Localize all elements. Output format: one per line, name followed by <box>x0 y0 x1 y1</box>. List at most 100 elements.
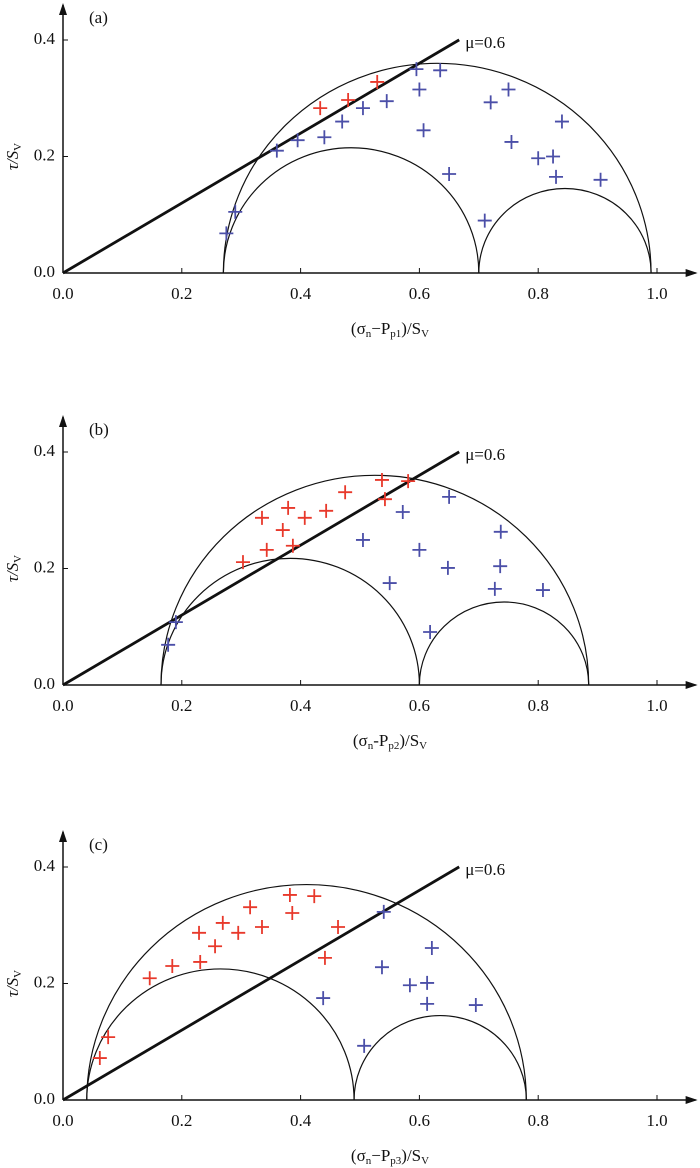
point <box>374 960 389 975</box>
point <box>215 915 230 930</box>
panel-label: (c) <box>89 835 108 854</box>
point <box>290 133 305 148</box>
point <box>412 542 427 557</box>
point <box>549 169 564 184</box>
point <box>192 925 207 940</box>
point <box>402 978 417 993</box>
friction-label-text: μ=0.6 <box>465 860 505 879</box>
point <box>101 1030 116 1045</box>
mohr-circle <box>86 968 355 1101</box>
x-axis-label-part: V <box>421 328 429 340</box>
point <box>416 123 431 138</box>
point <box>355 101 370 116</box>
point <box>243 900 258 915</box>
point <box>535 583 550 598</box>
point <box>487 581 502 596</box>
x-tick-label: 0.4 <box>290 1111 312 1130</box>
point <box>281 500 296 515</box>
mohr-circle <box>222 147 480 274</box>
point <box>377 492 392 507</box>
x-axis-label-part: V <box>421 1155 429 1167</box>
point <box>420 975 435 990</box>
x-axis-label-part: p3 <box>390 1155 402 1167</box>
point <box>370 74 385 89</box>
mohr-circle <box>160 557 420 686</box>
y-tick-label: 0.2 <box>34 145 55 164</box>
x-axis-label: (σn-Pp2)/SV <box>353 731 427 752</box>
x-tick-label: 0.4 <box>290 696 312 715</box>
point <box>317 130 332 145</box>
point <box>168 615 183 630</box>
y-arrow <box>59 415 67 428</box>
point <box>219 226 234 241</box>
point <box>401 474 416 489</box>
point <box>254 510 269 525</box>
mohr-circle <box>86 883 527 1101</box>
point <box>376 904 391 919</box>
x-tick-label: 0.0 <box>52 696 73 715</box>
y-arrow <box>59 830 67 843</box>
point <box>275 523 290 538</box>
friction-line <box>62 450 460 687</box>
point <box>379 94 394 109</box>
point <box>395 504 410 519</box>
y-arrow <box>59 3 67 16</box>
point <box>285 538 300 553</box>
point <box>319 503 334 518</box>
point <box>433 63 448 78</box>
friction-label: μ=0.6 <box>465 33 505 52</box>
x-tick-label: 0.4 <box>290 284 312 303</box>
point <box>92 1051 107 1066</box>
point <box>307 889 322 904</box>
x-tick-label: 0.0 <box>52 284 73 303</box>
x-axis-label: (σn−Pp3)/SV <box>351 1146 429 1167</box>
x-axis-label-part: n <box>368 740 374 752</box>
x-axis-label-part: -P <box>373 731 388 750</box>
y-axis-label-part: V <box>12 555 24 563</box>
x-axis-label-part: )/S <box>401 319 421 338</box>
point <box>420 996 435 1011</box>
point <box>409 62 424 77</box>
point <box>440 560 455 575</box>
x-tick-label: 0.8 <box>528 1111 549 1130</box>
friction-label-text: μ=0.6 <box>465 33 505 52</box>
point <box>504 134 519 149</box>
mohr-circle <box>418 601 590 686</box>
x-tick-label: 0.6 <box>409 1111 430 1130</box>
x-tick-label: 0.2 <box>171 696 192 715</box>
x-tick-label: 1.0 <box>646 696 667 715</box>
friction-label: μ=0.6 <box>465 860 505 879</box>
point <box>546 149 561 164</box>
panel-label: (b) <box>89 420 109 439</box>
point <box>357 1038 372 1053</box>
point <box>313 101 328 116</box>
point <box>228 204 243 219</box>
point <box>316 991 331 1006</box>
x-tick-label: 0.6 <box>409 696 430 715</box>
x-axis-label-part: n <box>366 1155 372 1167</box>
y-axis-label: τ/SV <box>3 970 24 997</box>
point <box>335 114 350 129</box>
point <box>483 95 498 110</box>
friction-line <box>62 38 460 275</box>
point <box>331 919 346 934</box>
point <box>193 954 208 969</box>
mohr-circle <box>478 188 652 274</box>
x-arrow <box>685 269 698 277</box>
point <box>231 925 246 940</box>
point <box>297 510 312 525</box>
point <box>423 624 438 639</box>
point <box>374 472 389 487</box>
point <box>493 559 508 574</box>
mohr-circle <box>222 62 652 274</box>
point <box>317 950 332 965</box>
x-axis-label-part: −P <box>371 319 390 338</box>
point <box>285 906 300 921</box>
y-axis-label: τ/SV <box>3 555 24 582</box>
point <box>554 114 569 129</box>
point <box>477 213 492 228</box>
point <box>382 576 397 591</box>
point <box>493 524 508 539</box>
point <box>142 971 157 986</box>
